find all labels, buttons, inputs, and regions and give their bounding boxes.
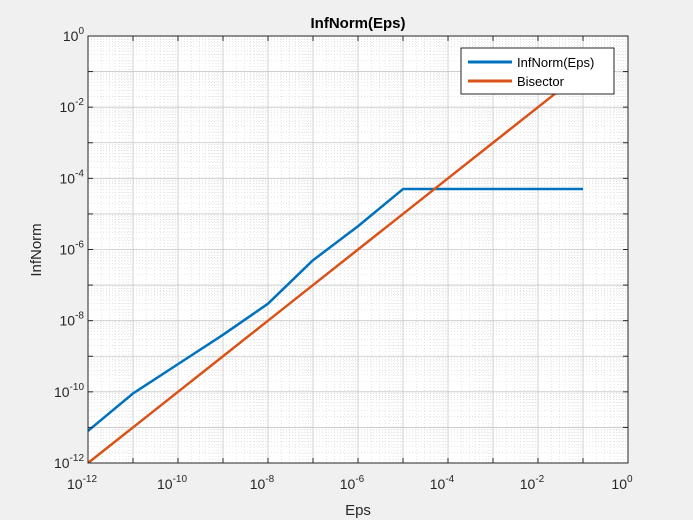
legend: InfNorm(Eps) Bisector (460, 47, 615, 95)
series-line-infnorm (88, 187, 583, 432)
y-tick-labels: 10-12 10-10 10-8 10-6 10-4 10-2 100 (54, 26, 84, 471)
x-tick-label: 10-12 (67, 474, 97, 492)
y-tick-label: 10-6 (60, 240, 85, 258)
y-tick-label: 10-4 (60, 168, 85, 186)
y-axis-label: InfNorm (28, 223, 45, 276)
legend-label-bisector: Bisector (517, 74, 565, 89)
y-tick-label: 10-12 (54, 453, 84, 471)
x-tick-label: 10-2 (520, 474, 545, 492)
y-tick-label: 100 (63, 26, 85, 44)
x-tick-label: 10-8 (250, 474, 275, 492)
series-line-bisector (88, 70, 584, 463)
y-tick-label: 10-2 (60, 97, 85, 115)
chart-title: InfNorm(Eps) (311, 15, 406, 32)
legend-label-infnorm: InfNorm(Eps) (517, 55, 594, 70)
x-tick-label: 10-6 (340, 474, 365, 492)
legend-box (460, 47, 615, 95)
y-tick-label: 10-8 (60, 311, 85, 329)
x-tick-label: 10-4 (430, 474, 455, 492)
x-axis-label: Eps (345, 502, 371, 519)
y-tick-label: 10-10 (54, 382, 84, 400)
series-layer (88, 70, 584, 463)
x-tick-label: 10-10 (157, 474, 187, 492)
tick-marks (87, 35, 629, 464)
x-tick-label: 100 (611, 474, 633, 492)
x-tick-labels: 10-12 10-10 10-8 10-6 10-4 10-2 100 (67, 474, 633, 492)
